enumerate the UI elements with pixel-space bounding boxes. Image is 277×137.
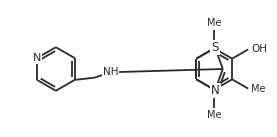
Text: NH: NH: [103, 67, 118, 77]
Text: Me: Me: [251, 84, 266, 94]
Text: Me: Me: [207, 18, 222, 28]
Text: Me: Me: [207, 110, 222, 120]
Text: N: N: [33, 53, 41, 63]
Text: S: S: [211, 41, 219, 54]
Text: N: N: [211, 84, 220, 97]
Text: OH: OH: [251, 44, 267, 54]
